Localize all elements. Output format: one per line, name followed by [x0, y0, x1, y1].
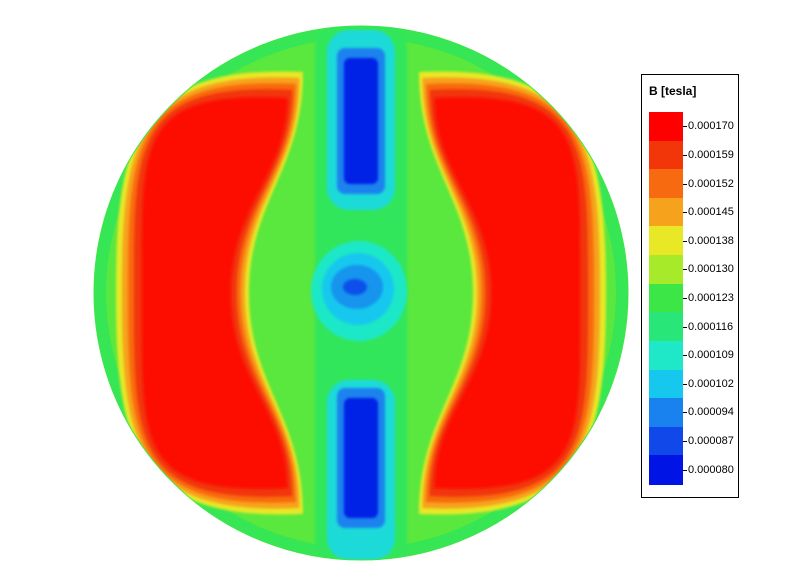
- upper-slot: [344, 58, 378, 184]
- colorbar-swatch: [649, 283, 683, 313]
- colorbar-swatch: [649, 369, 683, 399]
- colorbar-swatch: [649, 226, 683, 256]
- colorbar-tick-label: 0.000087: [688, 435, 734, 448]
- colorbar-tick: [683, 412, 687, 414]
- colorbar-legend: B [tesla] 0.000170 0.000159 0.000152 0.0001…: [641, 74, 739, 498]
- colorbar-tick-label: 0.000138: [688, 234, 734, 247]
- colorbar-swatch: [649, 169, 683, 199]
- colorbar-tick: [683, 212, 687, 214]
- colorbar-swatch: [649, 255, 683, 285]
- colorbar-tick-label: 0.000152: [688, 177, 734, 190]
- colorbar-swatch: [649, 340, 683, 371]
- colorbar-tick: [683, 269, 687, 271]
- colorbar-tick: [683, 441, 687, 443]
- colorbar-tick: [683, 183, 687, 185]
- colorbar-tick-label: 0.000170: [688, 120, 734, 133]
- right-lobe-contour-4: [434, 97, 581, 489]
- lower-slot: [344, 398, 378, 518]
- colorbar-swatch: [649, 455, 683, 485]
- colorbar-swatch: [649, 197, 683, 228]
- colorbar-tick: [683, 240, 687, 242]
- colorbar-tick-label: 0.000102: [688, 377, 734, 390]
- colorbar-tick-label: 0.000109: [688, 349, 734, 362]
- contour-layers: [94, 26, 628, 560]
- disk-outline: [93, 25, 629, 561]
- colorbar-tick: [683, 355, 687, 357]
- colorbar-tick: [683, 126, 687, 128]
- colorbar-tick: [683, 383, 687, 385]
- colorbar-tick: [683, 154, 687, 156]
- colorbar-swatch: [649, 112, 683, 142]
- center-hole: [343, 279, 367, 295]
- colorbar-tick-label: 0.000116: [688, 320, 734, 333]
- colorbar-swatch: [649, 312, 683, 342]
- colorbar-tick: [683, 469, 687, 471]
- colorbar-title: B [tesla]: [649, 84, 697, 98]
- colorbar-tick-label: 0.000159: [688, 148, 734, 161]
- colorbar-gradient: [649, 112, 683, 485]
- colorbar-swatch: [649, 398, 683, 428]
- colorbar-tick-label: 0.000080: [688, 463, 734, 476]
- flux-density-contour-plot: [93, 25, 629, 561]
- colorbar-tick-label: 0.000130: [688, 263, 734, 276]
- left-lobe-contour-4: [141, 97, 288, 489]
- colorbar-tick-label: 0.000094: [688, 406, 734, 419]
- colorbar-tick-label: 0.000145: [688, 206, 734, 219]
- colorbar-tick-label: 0.000123: [688, 292, 734, 304]
- colorbar-tick: [683, 298, 687, 299]
- colorbar-swatch: [649, 140, 683, 170]
- colorbar-tick: [683, 326, 687, 328]
- colorbar-swatch: [649, 426, 683, 456]
